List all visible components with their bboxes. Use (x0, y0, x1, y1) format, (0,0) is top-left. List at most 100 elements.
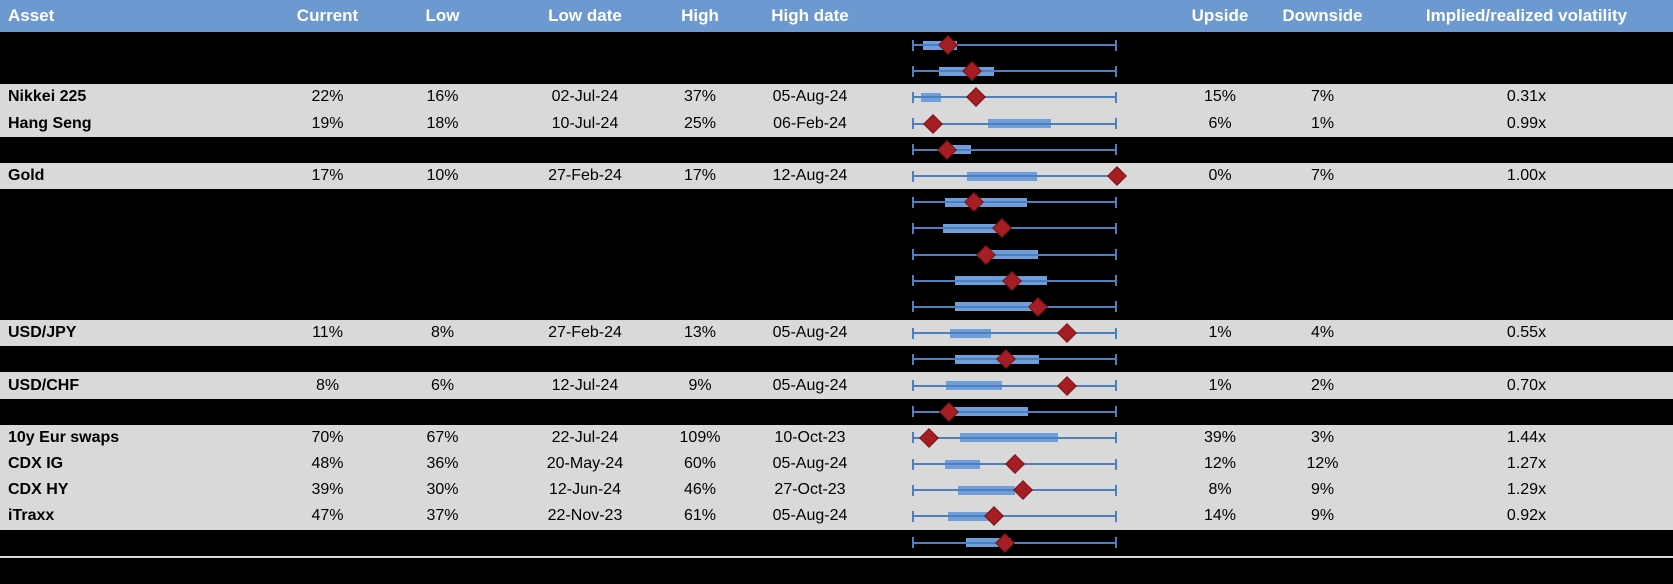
current-marker-diamond-icon (984, 506, 1004, 527)
low-date-value (510, 58, 660, 84)
table-body: Nikkei 225 22% 16% 02-Jul-24 37% 05-Aug-… (0, 32, 1673, 556)
current-value: 47% (311, 507, 344, 525)
current-value (280, 58, 375, 84)
asset-name: USD/CHF (8, 376, 80, 394)
upside-value: 39% (1203, 428, 1237, 446)
range-plot (912, 530, 1117, 556)
asset-name (0, 346, 280, 372)
low-value: 67% (426, 428, 459, 446)
high-date-value (740, 294, 880, 320)
range-plot-cell (880, 425, 1175, 451)
high-value (660, 58, 740, 84)
asset-name: CDX IG (8, 455, 64, 473)
high-date-value: 05-Aug-24 (772, 88, 848, 106)
high-value (660, 242, 740, 268)
implied-realized-volatility-value: 0.92x (1506, 507, 1547, 525)
upside-value: 0% (1208, 167, 1232, 185)
range-plot-cell (880, 477, 1175, 503)
downside-value: 1% (1310, 114, 1335, 132)
column-header-low: Low (425, 6, 460, 25)
upside-value: 1% (1208, 376, 1232, 394)
whisker-cap-left (912, 39, 914, 51)
current-marker-diamond-icon (995, 532, 1016, 553)
current-marker-diamond-icon (919, 428, 940, 448)
upside-value: 12% (1203, 455, 1237, 473)
high-date-value: 05-Aug-24 (772, 507, 848, 525)
high-date-value (740, 58, 880, 84)
high-value (660, 399, 740, 425)
whisker-cap-left (912, 432, 914, 444)
whisker-line (912, 227, 1117, 230)
low-value (375, 58, 510, 84)
current-value: 70% (311, 428, 344, 446)
whisker-line (912, 70, 1117, 73)
low-date-value (510, 346, 660, 372)
current-value (280, 137, 375, 163)
low-value (375, 242, 510, 268)
table-row (0, 215, 1673, 242)
high-date-value (740, 399, 880, 425)
upside-value (1175, 137, 1265, 163)
current-value (280, 268, 375, 294)
high-value: 109% (679, 428, 721, 446)
implied-realized-volatility-value (1380, 268, 1673, 294)
column-header-downside: Downside (1282, 6, 1363, 25)
low-value: 10% (426, 167, 459, 185)
upside-value (1175, 294, 1265, 320)
whisker-cap-right (1115, 327, 1117, 339)
asset-name: Gold (8, 167, 45, 185)
low-date-value (510, 268, 660, 294)
downside-value (1265, 137, 1380, 163)
range-plot-cell (880, 451, 1175, 477)
whisker-line (912, 122, 1117, 125)
current-value: 8% (315, 376, 340, 394)
whisker-cap-left (912, 406, 914, 418)
whisker-line (912, 332, 1117, 335)
low-date-value (510, 32, 660, 58)
upside-value: 6% (1208, 114, 1232, 132)
current-marker-diamond-icon (996, 349, 1017, 370)
asset-name: USD/JPY (8, 324, 77, 342)
range-plot (912, 425, 1117, 451)
column-header-low-date: Low date (548, 6, 622, 25)
whisker-cap-left (912, 65, 914, 77)
whisker-line (912, 305, 1117, 308)
table-row (0, 189, 1673, 216)
range-plot-cell (880, 399, 1175, 425)
range-plot (912, 111, 1117, 137)
table-row (0, 136, 1673, 163)
low-value (375, 137, 510, 163)
whisker-cap-left (912, 249, 914, 261)
current-value (280, 189, 375, 215)
whisker-cap-right (1115, 144, 1117, 156)
low-date-value: 10-Jul-24 (551, 114, 619, 132)
implied-realized-volatility-value (1380, 346, 1673, 372)
high-date-value: 05-Aug-24 (772, 376, 848, 394)
whisker-line (912, 201, 1117, 204)
column-header-high-date: High date (771, 6, 849, 25)
high-date-value: 05-Aug-24 (772, 455, 848, 473)
low-date-value (510, 215, 660, 241)
low-value (375, 32, 510, 58)
low-date-value (510, 399, 660, 425)
implied-realized-volatility-value (1380, 58, 1673, 84)
current-marker-diamond-icon (975, 244, 996, 265)
whisker-line (912, 96, 1117, 99)
implied-realized-volatility-value (1380, 32, 1673, 58)
range-plot (912, 320, 1117, 346)
low-value: 30% (426, 481, 459, 499)
whisker-cap-left (912, 91, 914, 103)
low-value (375, 346, 510, 372)
whisker-line (912, 148, 1117, 151)
asset-name (0, 399, 280, 425)
whisker-cap-left (912, 510, 914, 522)
current-value: 22% (311, 88, 344, 106)
range-plot-cell (880, 215, 1175, 241)
high-value (660, 530, 740, 556)
range-plot (912, 163, 1127, 189)
downside-value (1265, 58, 1380, 84)
asset-name (0, 268, 280, 294)
high-date-value: 06-Feb-24 (773, 114, 847, 132)
asset-name: Nikkei 225 (8, 88, 87, 106)
table-header: Asset Current Low Low date High High dat… (0, 0, 1673, 32)
